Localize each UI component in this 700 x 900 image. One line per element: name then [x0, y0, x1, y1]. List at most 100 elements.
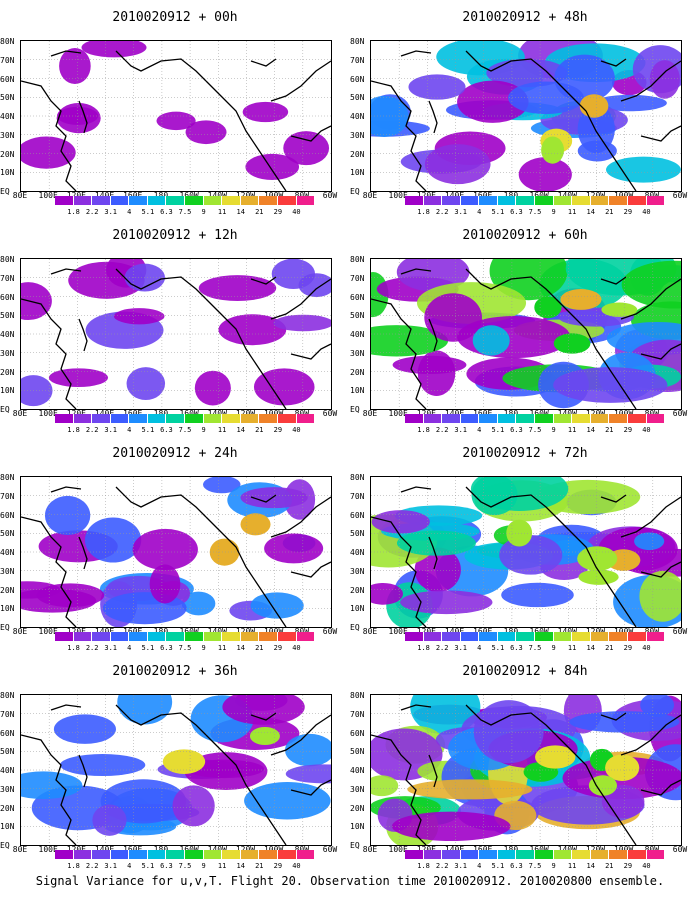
variance-shade [639, 570, 681, 622]
latitude-tick-label: EQ [350, 405, 360, 414]
coastline-path [205, 734, 287, 845]
coastline-path [50, 268, 82, 275]
longitude-tick-label: 100W [264, 845, 283, 854]
latitude-tick-label: 70N [0, 491, 15, 501]
colorbar-tick-label: 4 [477, 862, 482, 870]
colorbar [405, 632, 666, 644]
latitude-tick-label: 20N [0, 585, 15, 595]
colorbar-swatch [222, 850, 241, 859]
latitude-tick-label: 60N [0, 728, 15, 738]
coastline-path [290, 561, 331, 578]
longitude-tick-label: 180 [154, 409, 168, 418]
longitude-tick-label: 180 [154, 627, 168, 636]
latitude-tick-label: 80N [350, 691, 365, 700]
longitude-tick-label: 60W [322, 409, 338, 418]
panel-title: 2010020912 + 60h [462, 228, 588, 243]
coastline-path [371, 298, 427, 409]
colorbar-swatch [222, 196, 241, 205]
colorbar-swatch [479, 414, 498, 423]
map-plot-area [370, 258, 682, 410]
colorbar-tick-label: 3.1 [454, 644, 468, 652]
colorbar-tick-label: 3.1 [104, 644, 118, 652]
colorbar-swatch [222, 414, 241, 423]
colorbar-tick-label: 7.5 [528, 644, 542, 652]
variance-shade [273, 314, 331, 332]
latitude-tick-label: EQ [0, 841, 10, 850]
coastline-path [250, 58, 277, 67]
colorbar-tick-label: 14 [586, 644, 595, 652]
variance-shade [60, 754, 146, 777]
longitude-tick-label: 100E [38, 627, 58, 636]
colorbar-tick-label: 11 [567, 426, 577, 434]
variance-shade [198, 275, 277, 301]
longitude-tick-label: 60W [672, 191, 688, 200]
latitude-tick-label: 60N [350, 728, 365, 738]
latitude-tick-label: 50N [0, 529, 15, 539]
map-plot-area [20, 694, 332, 846]
longitude-tick-label: 120W [586, 409, 605, 418]
variance-map [371, 477, 681, 627]
colorbar-tick-label: 40 [642, 426, 651, 434]
longitude-tick-label: 80E [12, 627, 28, 636]
coastline-path [371, 516, 427, 627]
longitude-tick-label: 120W [236, 627, 255, 636]
coastline-path [640, 125, 681, 142]
coastline-path [115, 704, 207, 736]
map-panel: 2010020912 + 36h 80N 70N 60N 50N 40N 30N 20N 10N… [0, 654, 350, 872]
colorbar-swatch [110, 632, 130, 641]
longitude-tick-label: 100W [264, 409, 283, 418]
colorbar-swatch [405, 850, 424, 859]
colorbar [55, 850, 316, 862]
variance-map [21, 695, 331, 845]
longitude-tick-label: 120W [236, 191, 255, 200]
colorbar-swatch [240, 414, 260, 423]
colorbar-tick-label: 7.5 [178, 426, 192, 434]
coastline-path [21, 516, 77, 627]
colorbar-tick-label: 3.1 [454, 208, 468, 216]
colorbar-tick-label: 11 [567, 208, 577, 216]
colorbar-swatch [166, 632, 186, 641]
colorbar-swatch [185, 850, 204, 859]
colorbar-tick-label: 40 [292, 426, 301, 434]
longitude-tick-label: 120E [67, 845, 86, 854]
colorbar-swatch [535, 414, 554, 423]
coastline-path [600, 276, 627, 285]
panel-title: 2010020912 + 72h [462, 446, 588, 461]
latitude-tick-label: 10N [0, 822, 15, 832]
coastline-path [250, 712, 277, 721]
colorbar-tick-label: 40 [642, 644, 651, 652]
latitude-tick-label: 40N [350, 330, 365, 339]
latitude-tick-label: 60N [350, 292, 365, 302]
latitude-tick-label: 70N [350, 491, 365, 501]
colorbar-swatch [296, 632, 316, 641]
longitude-tick-label: 80W [295, 627, 309, 636]
colorbar-tick-label: 4 [477, 208, 482, 216]
colorbar-swatch [240, 850, 260, 859]
colorbar-swatch [405, 196, 424, 205]
colorbar-tick-label: 4 [127, 644, 132, 652]
colorbar-swatch [497, 414, 517, 423]
longitude-tick-label: 140E [95, 409, 114, 418]
variance-shade [194, 370, 231, 406]
colorbar-tick-label: 29 [273, 644, 283, 652]
map-panel: 2010020912 + 84h 80N 70N 60N 50N 40N 30N 20N 10N… [350, 654, 700, 872]
longitude-tick-label: 140W [208, 191, 227, 200]
colorbar-tick-label: 29 [623, 862, 633, 870]
longitude-axis: 80E 100E 120E 140E 160E 180 160W 140W 120W 100W 80… [10, 409, 340, 419]
longitude-tick-label: 80W [645, 845, 659, 854]
colorbar-swatch [185, 414, 204, 423]
colorbar-tick-label: 29 [273, 862, 283, 870]
colorbar-tick-label: 21 [605, 862, 614, 870]
longitude-tick-label: 100W [614, 191, 633, 200]
longitude-tick-label: 100W [264, 191, 283, 200]
longitude-axis: 80E 100E 120E 140E 160E 180 160W 140W 120W 100W 80… [360, 409, 690, 419]
variance-shade [371, 775, 399, 797]
colorbar-swatch [627, 850, 647, 859]
longitude-tick-label: 160W [179, 627, 198, 636]
colorbar-tick-label: 40 [292, 862, 301, 870]
coastline-path [78, 100, 88, 134]
colorbar-swatch [55, 632, 74, 641]
colorbar-tick-label: 6.3 [160, 426, 173, 434]
variance-shade [245, 153, 300, 180]
latitude-tick-label: 30N [0, 130, 15, 140]
